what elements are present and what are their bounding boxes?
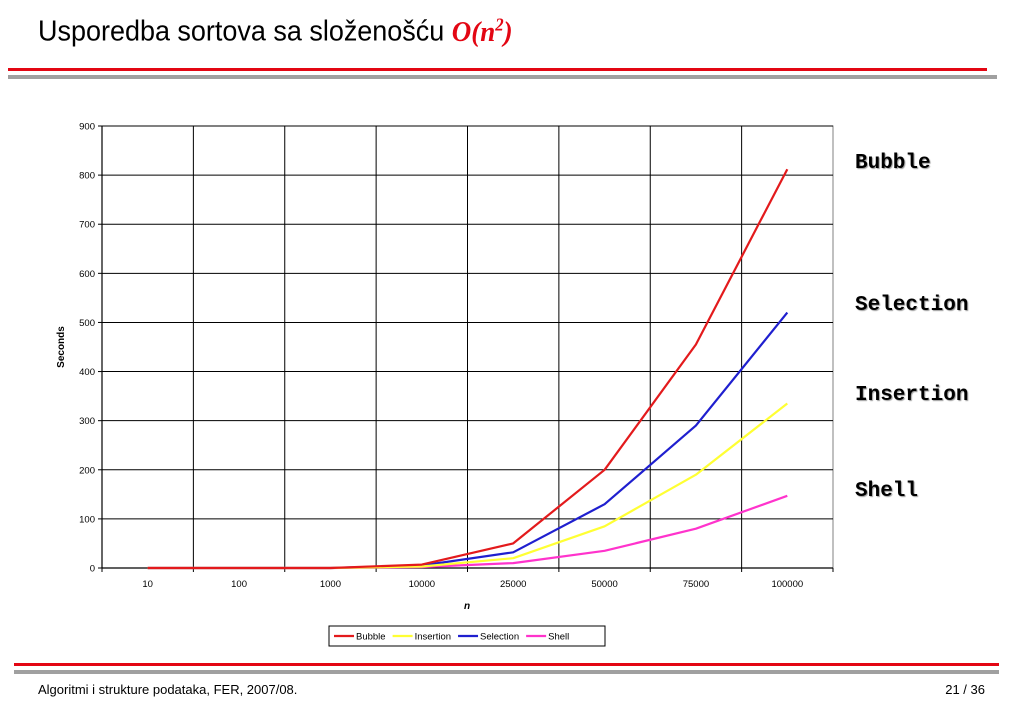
side-label-shell: Shell bbox=[855, 480, 919, 503]
x-tick-label: 50000 bbox=[591, 579, 617, 590]
y-tick-label: 0 bbox=[90, 564, 95, 575]
title-formula-close: ) bbox=[503, 15, 513, 48]
y-tick-label: 900 bbox=[79, 122, 95, 133]
title-formula-base: O(n bbox=[451, 15, 496, 48]
x-tick-label: 10000 bbox=[409, 579, 435, 590]
x-tick-label: 100000 bbox=[771, 579, 803, 590]
title-formula-exponent: 2 bbox=[495, 14, 504, 34]
side-label-insertion: Insertion bbox=[855, 384, 969, 407]
footer-course: Algoritmi i strukture podataka, FER, 200… bbox=[38, 682, 298, 697]
x-tick-label: 25000 bbox=[500, 579, 526, 590]
title-formula: O(n2) bbox=[451, 14, 513, 48]
chart-legend: Bubble Insertion Selection Shell bbox=[328, 625, 606, 647]
legend-label-insertion: Insertion bbox=[415, 632, 451, 643]
y-tick-label: 700 bbox=[79, 220, 95, 231]
x-axis-label: n bbox=[464, 601, 470, 612]
chart-series bbox=[147, 168, 789, 570]
y-tick-label: 200 bbox=[79, 465, 95, 476]
x-tick-label: 100 bbox=[231, 579, 247, 590]
chart-grid bbox=[101, 125, 834, 569]
legend-label-bubble: Bubble bbox=[356, 632, 386, 643]
slide-title: Usporedba sortova sa složenošću O(n2) bbox=[38, 14, 513, 49]
series-line-bubble bbox=[147, 168, 789, 570]
title-text: Usporedba sortova sa složenošću bbox=[38, 15, 445, 48]
y-tick-label: 400 bbox=[79, 367, 95, 378]
footer-rule-gray bbox=[14, 670, 999, 674]
header-rule-red bbox=[8, 68, 987, 71]
y-tick-label: 100 bbox=[79, 514, 95, 525]
side-label-selection: Selection bbox=[855, 294, 969, 317]
y-tick-label: 300 bbox=[79, 416, 95, 427]
legend-label-selection: Selection bbox=[480, 632, 519, 643]
x-tick-label: 10 bbox=[142, 579, 153, 590]
header-rule-gray bbox=[8, 75, 997, 79]
side-label-bubble: Bubble bbox=[855, 152, 931, 175]
y-tick-label: 500 bbox=[79, 318, 95, 329]
x-tick-label: 1000 bbox=[320, 579, 341, 590]
legend-label-shell: Shell bbox=[548, 632, 569, 643]
y-tick-label: 800 bbox=[79, 171, 95, 182]
footer-page-number: 21 / 36 bbox=[945, 682, 985, 697]
y-tick-label: 600 bbox=[79, 269, 95, 280]
y-axis-label: Seconds bbox=[56, 326, 67, 368]
x-tick-label: 75000 bbox=[683, 579, 709, 590]
footer-rule-red bbox=[14, 663, 999, 666]
